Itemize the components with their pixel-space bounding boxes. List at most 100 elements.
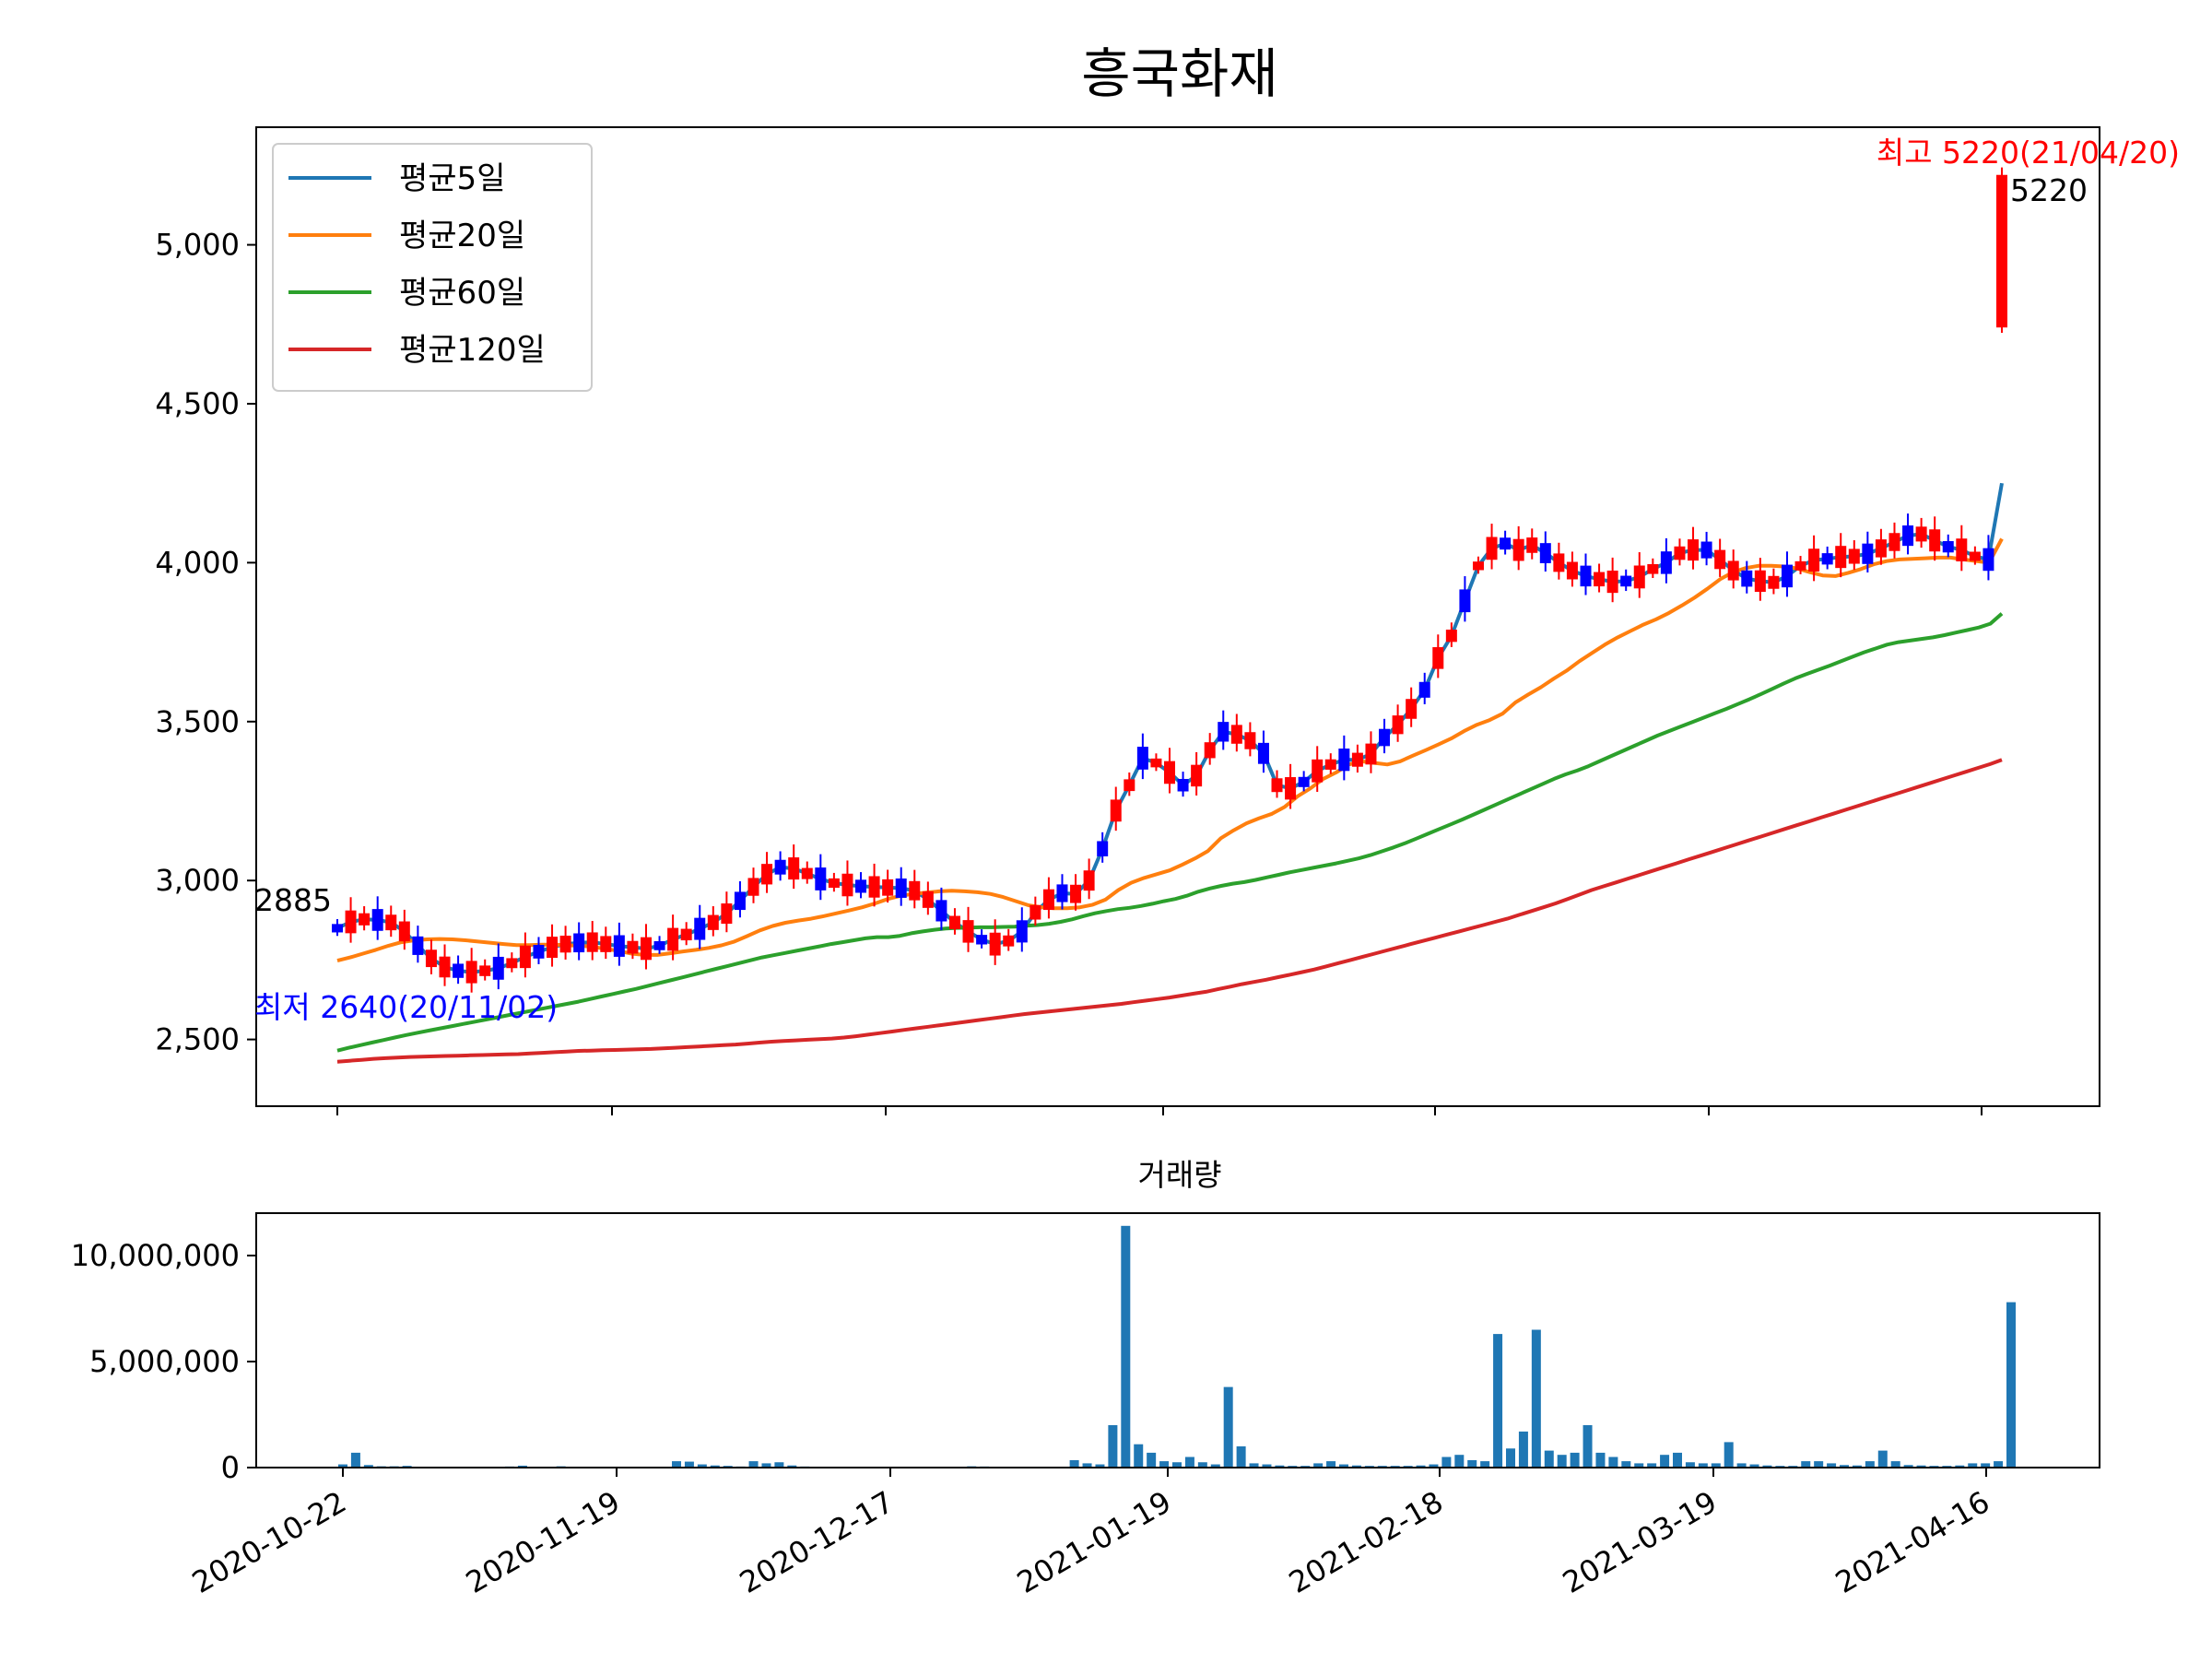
volume-bar: [1673, 1453, 1682, 1468]
candle-body: [855, 879, 866, 892]
candle-body: [775, 860, 786, 875]
candle-body: [1325, 760, 1336, 770]
candle-body: [385, 914, 396, 930]
volume-bar: [1583, 1425, 1593, 1468]
candle-body: [1338, 749, 1349, 771]
candle-body: [1782, 565, 1793, 588]
candle-body: [1446, 630, 1457, 642]
candle-body: [1835, 546, 1846, 568]
last-price-label: 5220: [2010, 172, 2088, 208]
volume-bar: [1121, 1226, 1130, 1468]
candle-body: [506, 958, 517, 968]
candle-body: [1741, 571, 1752, 587]
candle-body: [976, 935, 987, 944]
candle-body: [1070, 885, 1081, 903]
candle-body: [359, 914, 370, 926]
candle-body: [1607, 571, 1618, 593]
volume-bar: [1621, 1461, 1630, 1468]
candle-body: [627, 941, 638, 954]
candle-body: [963, 920, 974, 942]
candle-body: [1996, 175, 2007, 328]
candle-body: [1406, 699, 1417, 719]
candle-body: [1111, 799, 1122, 821]
volume-bar: [1108, 1425, 1117, 1468]
volume-bar: [351, 1453, 360, 1468]
volume-bar: [1467, 1460, 1477, 1468]
candle-body: [1244, 732, 1255, 749]
volume-bar: [1441, 1457, 1451, 1468]
candle-body: [896, 879, 907, 898]
candle-body: [788, 857, 799, 879]
candle-body: [466, 961, 477, 983]
candle-body: [1084, 870, 1095, 890]
candle-body: [1929, 529, 1940, 551]
candle-body: [1620, 576, 1631, 587]
candle-body: [1540, 543, 1551, 563]
price-y-tick-label: 2,500: [155, 1022, 240, 1057]
candle-body: [1272, 778, 1283, 792]
price-y-tick-label: 5,000: [155, 228, 240, 263]
volume-bar: [1608, 1457, 1618, 1468]
candle-body: [1688, 539, 1699, 560]
volume-y-tick-label: 10,000,000: [71, 1238, 240, 1273]
volume-y-tick-label: 5,000,000: [89, 1344, 240, 1379]
candle-body: [1379, 729, 1390, 747]
candle-body: [641, 938, 652, 961]
candle-body: [399, 922, 410, 942]
candle-body: [909, 881, 920, 901]
candle-body: [453, 963, 464, 977]
candle-body: [1862, 544, 1873, 564]
volume-bar: [1724, 1442, 1734, 1468]
candle-body: [587, 932, 598, 951]
candle-body: [412, 937, 423, 955]
candle-body: [1258, 743, 1269, 764]
legend-label-ma120: 평균120일: [399, 332, 546, 369]
candle-body: [1728, 560, 1739, 580]
candle-body: [935, 900, 947, 921]
candle-body: [1473, 561, 1484, 570]
candle-body: [1352, 753, 1363, 767]
candle-body: [1916, 526, 1927, 541]
volume-bar: [1519, 1432, 1528, 1468]
candle-body: [1150, 759, 1161, 768]
candle-body: [1393, 715, 1404, 734]
candle-body: [1218, 722, 1229, 741]
candle-body: [829, 879, 840, 888]
volume-bar: [1159, 1461, 1169, 1468]
candle-body: [1553, 553, 1564, 572]
candle-body: [372, 909, 383, 931]
candle-body: [1312, 760, 1323, 783]
candle-body: [1956, 538, 1967, 561]
candle-body: [923, 891, 934, 908]
candle-body: [1500, 537, 1511, 549]
candle-body: [1661, 551, 1672, 573]
volume-bar: [1865, 1461, 1875, 1468]
candle-body: [1983, 548, 1994, 572]
candle-body: [990, 933, 1001, 956]
candle-body: [560, 936, 571, 952]
volume-bar: [1070, 1460, 1079, 1468]
candle-body: [1822, 553, 1833, 564]
candle-body: [1701, 542, 1712, 559]
candle-body: [1231, 725, 1242, 743]
candle-body: [1191, 765, 1202, 786]
candle-body: [614, 936, 625, 957]
price-y-tick-label: 3,500: [155, 704, 240, 739]
volume-bar: [1558, 1455, 1567, 1468]
price-chart-title: 흥국화재: [1081, 42, 1277, 105]
volume-bar: [1801, 1461, 1810, 1468]
volume-bar: [1506, 1448, 1515, 1468]
candle-body: [802, 868, 813, 879]
legend-label-ma20: 평균20일: [399, 218, 525, 254]
candle-body: [1943, 541, 1954, 552]
candle-body: [426, 949, 437, 967]
candle-body: [1432, 647, 1443, 669]
candle-body: [869, 876, 880, 897]
volume-bar: [1480, 1461, 1489, 1468]
candle-body: [1755, 571, 1766, 592]
candle-body: [1876, 539, 1887, 557]
price-y-tick-label: 4,500: [155, 386, 240, 421]
price-y-tick-label: 3,000: [155, 863, 240, 898]
candle-body: [1487, 537, 1498, 560]
